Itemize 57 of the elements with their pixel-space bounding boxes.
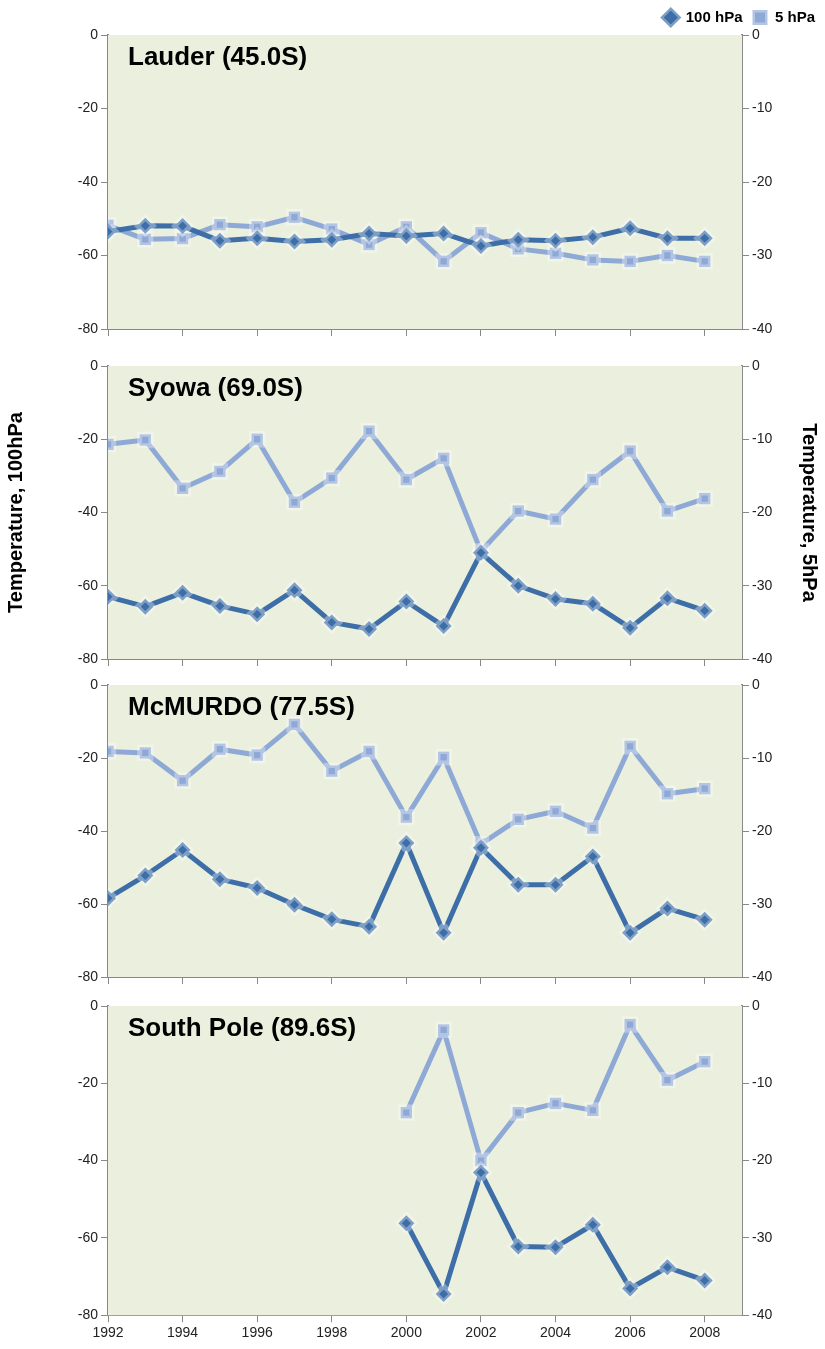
legend-label: 100 hPa	[685, 7, 744, 25]
x-tick-label: 1992	[92, 1324, 124, 1341]
y-tick-label: 0	[90, 996, 99, 1013]
y2-tick-label: -10	[752, 1074, 773, 1091]
chart-title: South Pole (89.6S)	[128, 1012, 357, 1043]
y2-tick-label: -40	[752, 967, 773, 984]
x-tick-label: 1998	[316, 1324, 348, 1341]
y2-axis-title: Temperature, 5hPa	[799, 423, 822, 603]
y2-tick-label: -10	[752, 430, 773, 447]
y-tick-label: 0	[90, 25, 99, 42]
y-tick-label: -60	[77, 894, 99, 911]
y2-tick-label: -30	[752, 576, 773, 593]
y-tick-label: 0	[90, 675, 99, 692]
legend-label: 5 hPa	[774, 7, 816, 25]
y2-tick-label: 0	[752, 25, 760, 42]
y-tick-label: -80	[77, 967, 99, 984]
y2-tick-label: -20	[752, 503, 773, 520]
y2-tick-label: -20	[752, 821, 773, 838]
y-tick-label: -60	[77, 1228, 99, 1245]
chart-title: Syowa (69.0S)	[128, 372, 303, 403]
y2-tick-label: -30	[752, 246, 773, 263]
x-tick-label: 2004	[539, 1324, 572, 1341]
y2-tick-label: -30	[752, 1228, 773, 1245]
y-tick-label: -80	[77, 1306, 99, 1323]
y2-tick-label: -10	[752, 748, 773, 765]
y2-tick-label: 0	[752, 675, 760, 692]
chart-title: McMURDO (77.5S)	[128, 691, 355, 722]
y-tick-label: -40	[77, 1151, 99, 1168]
y-tick-label: 0	[90, 356, 99, 373]
x-tick-label: 2000	[390, 1324, 423, 1341]
y2-tick-label: -40	[752, 649, 773, 666]
y2-tick-label: -30	[752, 894, 773, 911]
y2-tick-label: -10	[752, 99, 773, 116]
chart-title: Lauder (45.0S)	[128, 41, 308, 72]
y-tick-label: -60	[77, 246, 99, 263]
x-tick-label: 2006	[614, 1324, 646, 1341]
y2-tick-label: -20	[752, 1151, 773, 1168]
y-tick-label: -20	[77, 99, 99, 116]
y2-tick-label: -20	[752, 172, 773, 189]
y2-tick-label: -40	[752, 319, 773, 336]
x-tick-label: 1994	[167, 1324, 199, 1341]
y2-tick-label: -40	[752, 1306, 773, 1323]
y-tick-label: -80	[77, 319, 99, 336]
y-tick-label: -40	[77, 821, 99, 838]
x-tick-label: 1996	[241, 1324, 273, 1341]
y-axis-title: Temperature, 100hPa	[3, 411, 26, 613]
x-tick-label: 2008	[689, 1324, 721, 1341]
y2-tick-label: 0	[752, 356, 760, 373]
y-tick-label: -60	[77, 576, 99, 593]
y-tick-label: -20	[77, 1074, 99, 1091]
y2-tick-label: 0	[752, 996, 760, 1013]
x-tick-label: 2002	[465, 1324, 497, 1341]
y-tick-label: -40	[77, 503, 99, 520]
y-tick-label: -20	[77, 748, 99, 765]
y-tick-label: -80	[77, 649, 99, 666]
y-tick-label: -20	[77, 430, 99, 447]
y-tick-label: -40	[77, 172, 99, 189]
